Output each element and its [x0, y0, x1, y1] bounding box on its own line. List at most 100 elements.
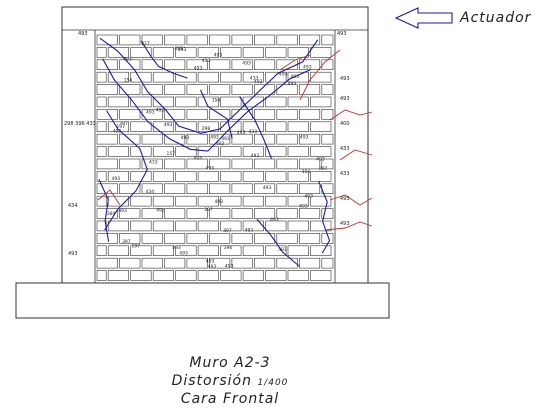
crack-line: [99, 37, 319, 134]
brick: [242, 270, 264, 281]
brick: [209, 208, 231, 219]
crack-label: 197: [116, 124, 125, 130]
brick: [298, 84, 321, 95]
brick: [310, 220, 332, 232]
brick: [276, 59, 298, 70]
brick: [321, 84, 334, 95]
brick: [276, 208, 298, 219]
brick: [96, 270, 107, 281]
brick: [197, 245, 219, 257]
brick: [298, 257, 321, 269]
brick: [287, 47, 309, 58]
brick: [220, 220, 242, 232]
brick: [186, 133, 208, 145]
brick: [321, 109, 334, 120]
distortion-ratio: 1/400: [257, 378, 289, 388]
crack-label: 493: [181, 135, 190, 141]
brick: [119, 133, 141, 145]
brick: [119, 233, 141, 244]
brick: [265, 245, 287, 257]
brick: [119, 84, 141, 95]
brick: [254, 34, 276, 46]
brick: [141, 257, 163, 269]
brick: [107, 47, 129, 58]
brick: [220, 195, 242, 207]
brick: [107, 270, 129, 281]
brick: [175, 171, 197, 182]
brick: [265, 96, 287, 108]
brick: [186, 208, 208, 219]
brick: [96, 47, 107, 58]
crack-line-red: [339, 149, 373, 161]
brick: [164, 34, 186, 46]
brick: [130, 47, 152, 58]
crack-label: 493: [270, 217, 279, 223]
brick: [119, 109, 141, 120]
crack-label: 434: [146, 189, 155, 195]
brick: [141, 84, 163, 95]
brick: [254, 233, 276, 244]
brick: [265, 47, 287, 58]
brick: [310, 96, 332, 108]
crack-label: 493: [174, 46, 183, 52]
crack-label: 493: [156, 208, 165, 214]
brick: [220, 270, 242, 281]
brick: [209, 59, 231, 70]
side-label-left: 434: [68, 203, 78, 209]
crack-line: [140, 40, 188, 79]
brick: [254, 257, 276, 269]
brick: [220, 71, 242, 83]
brick: [152, 146, 174, 157]
crack-label: 397: [119, 121, 128, 127]
brick: [197, 47, 219, 58]
brick: [197, 146, 219, 157]
crack-label: 493: [254, 79, 263, 85]
side-label-left: 298 396 433: [64, 121, 96, 127]
brick: [164, 208, 186, 219]
crack-line: [98, 179, 110, 242]
brick: [231, 133, 253, 145]
brick: [96, 71, 107, 83]
brick: [107, 171, 129, 182]
brick: [141, 183, 163, 195]
brick: [119, 208, 141, 219]
brick: [197, 195, 219, 207]
brick: [231, 257, 253, 269]
brick: [130, 220, 152, 232]
wall-title: Muro A2-3: [189, 355, 271, 371]
brick: [96, 96, 107, 108]
crack-label: 397: [223, 228, 232, 234]
brick: [130, 96, 152, 108]
brick: [96, 121, 107, 133]
crack-label: 493: [291, 74, 300, 80]
brick: [276, 133, 298, 145]
crack-line: [318, 180, 331, 254]
crack-label: 427: [141, 41, 150, 47]
crack-label: 493: [193, 156, 202, 162]
side-label-right: 433: [340, 146, 350, 152]
brick: [265, 121, 287, 133]
crack-label: 493: [278, 247, 287, 253]
brick: [265, 270, 287, 281]
brick: [265, 146, 287, 157]
brick: [175, 146, 197, 157]
distortion-label: Distorsión: [171, 373, 252, 389]
brick: [276, 233, 298, 244]
brick: [254, 208, 276, 219]
brick: [197, 270, 219, 281]
brick: [231, 34, 253, 46]
crack-label: 493: [156, 108, 165, 114]
crack-label: 157: [167, 151, 176, 157]
brick: [164, 183, 186, 195]
brick: [265, 71, 287, 83]
brick: [130, 171, 152, 182]
brick: [231, 208, 253, 219]
brick: [220, 96, 242, 108]
crack-line-red: [97, 189, 121, 206]
brick: [231, 233, 253, 244]
brick: [175, 270, 197, 281]
brick: [141, 59, 163, 70]
crack-label: 493: [300, 135, 309, 141]
brick: [186, 109, 208, 120]
brick: [152, 171, 174, 182]
